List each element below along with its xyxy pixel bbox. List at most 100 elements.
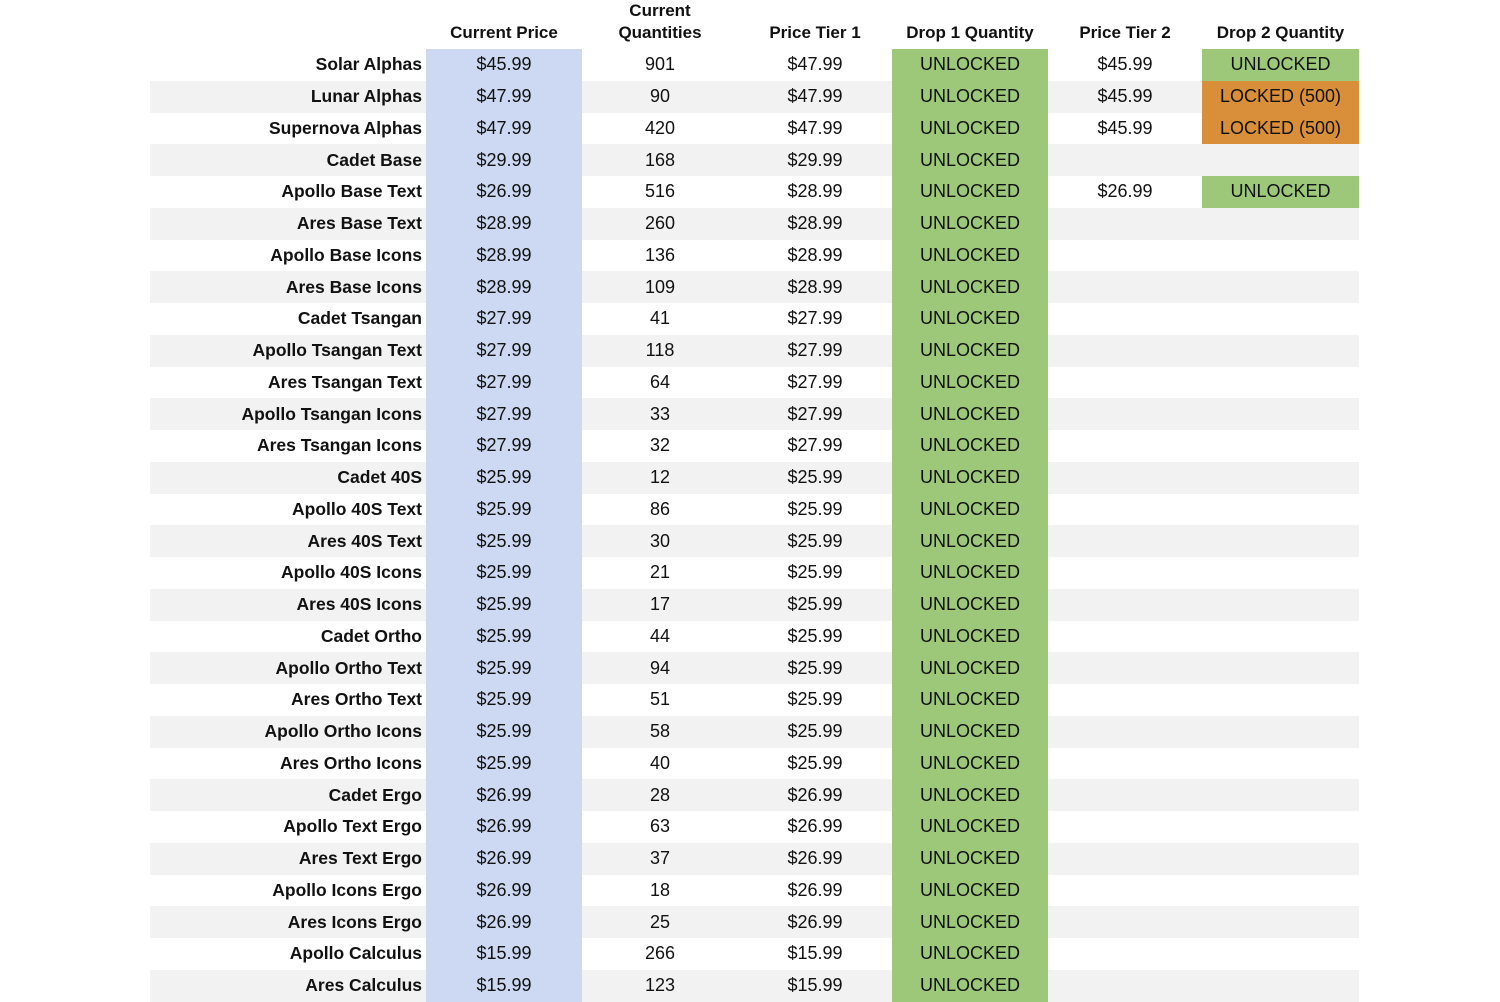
product-name-cell[interactable]: Apollo Tsangan Text xyxy=(252,340,423,361)
price-tier-1-cell[interactable]: $28.99 xyxy=(787,276,843,297)
price-tier-2-cell[interactable] xyxy=(1048,684,1202,716)
current-quantity-cell[interactable]: 17 xyxy=(649,594,671,615)
product-name-cell[interactable]: Apollo 40S Text xyxy=(292,498,422,519)
current-quantity-cell[interactable]: 28 xyxy=(649,784,671,805)
product-name-cell[interactable]: Apollo Ortho Text xyxy=(275,657,422,678)
drop-2-quantity-cell[interactable] xyxy=(1202,240,1359,272)
drop-2-quantity-cell[interactable] xyxy=(1202,430,1359,462)
price-tier-1-cell[interactable]: $27.99 xyxy=(787,340,843,361)
price-tier-1-cell[interactable]: $25.99 xyxy=(787,721,843,742)
current-quantity-cell[interactable]: 118 xyxy=(645,340,675,361)
product-name-cell[interactable]: Ares 40S Text xyxy=(307,530,422,551)
product-name-cell[interactable]: Ares Tsangan Icons xyxy=(256,435,422,456)
current-quantity-cell[interactable]: 18 xyxy=(649,879,671,900)
drop-1-quantity-cell[interactable]: UNLOCKED xyxy=(892,144,1048,176)
product-name-cell[interactable]: Apollo Text Ergo xyxy=(283,816,422,837)
current-price-cell[interactable]: $25.99 xyxy=(426,525,582,557)
drop-1-quantity-cell[interactable]: UNLOCKED xyxy=(892,684,1048,716)
product-name-cell[interactable]: Ares Ortho Icons xyxy=(280,752,422,773)
price-tier-1-cell[interactable]: $27.99 xyxy=(787,403,843,424)
drop-1-quantity-cell[interactable]: UNLOCKED xyxy=(892,525,1048,557)
current-price-cell[interactable]: $25.99 xyxy=(426,493,582,526)
drop-1-quantity-cell[interactable]: UNLOCKED xyxy=(892,842,1048,875)
price-tier-2-cell[interactable]: $45.99 xyxy=(1097,86,1153,107)
drop-2-quantity-cell[interactable] xyxy=(1202,811,1359,843)
drop-1-quantity-cell[interactable]: UNLOCKED xyxy=(892,715,1048,748)
drop-1-quantity-cell[interactable]: UNLOCKED xyxy=(892,906,1048,938)
current-quantity-cell[interactable]: 64 xyxy=(649,371,671,392)
drop-2-quantity-cell[interactable] xyxy=(1202,906,1359,938)
current-price-cell[interactable]: $28.99 xyxy=(426,271,582,303)
price-tier-1-cell[interactable]: $25.99 xyxy=(787,752,843,773)
drop-1-quantity-cell[interactable]: UNLOCKED xyxy=(892,557,1048,589)
header-drop-1-quantity[interactable]: Drop 1 Quantity xyxy=(892,0,1048,47)
drop-2-quantity-cell[interactable] xyxy=(1202,398,1359,430)
price-tier-1-cell[interactable]: $15.99 xyxy=(787,943,843,964)
drop-1-quantity-cell[interactable]: UNLOCKED xyxy=(892,207,1048,240)
drop-2-quantity-cell[interactable] xyxy=(1202,367,1359,399)
drop-1-quantity-cell[interactable]: UNLOCKED xyxy=(892,493,1048,526)
drop-1-quantity-cell[interactable]: UNLOCKED xyxy=(892,747,1048,780)
current-quantity-cell[interactable]: 266 xyxy=(644,943,676,964)
product-name-cell[interactable]: Apollo Base Icons xyxy=(270,244,422,265)
price-tier-2-cell[interactable] xyxy=(1048,398,1202,430)
drop-2-quantity-cell[interactable] xyxy=(1202,208,1359,240)
product-name-cell[interactable]: Ares Icons Ergo xyxy=(287,911,422,932)
drop-2-quantity-cell[interactable] xyxy=(1202,684,1359,716)
price-tier-1-cell[interactable]: $27.99 xyxy=(787,308,843,329)
current-quantity-cell[interactable]: 25 xyxy=(649,911,671,932)
price-tier-2-cell[interactable] xyxy=(1048,303,1202,335)
header-price-tier-2[interactable]: Price Tier 2 xyxy=(1048,0,1202,47)
price-tier-1-cell[interactable]: $27.99 xyxy=(787,371,843,392)
drop-2-quantity-cell[interactable] xyxy=(1202,462,1359,494)
price-tier-2-cell[interactable] xyxy=(1048,716,1202,748)
current-quantity-cell[interactable]: 41 xyxy=(649,308,671,329)
product-name-cell[interactable]: Apollo Icons Ergo xyxy=(272,879,422,900)
drop-1-quantity-cell[interactable]: UNLOCKED xyxy=(892,620,1048,653)
price-tier-1-cell[interactable]: $47.99 xyxy=(787,86,843,107)
price-tier-2-cell[interactable] xyxy=(1048,367,1202,399)
current-price-cell[interactable]: $25.99 xyxy=(426,588,582,621)
drop-1-quantity-cell[interactable]: UNLOCKED xyxy=(892,334,1048,367)
price-tier-1-cell[interactable]: $15.99 xyxy=(787,975,843,996)
drop-1-quantity-cell[interactable]: UNLOCKED xyxy=(892,398,1048,430)
product-name-cell[interactable]: Apollo 40S Icons xyxy=(281,562,422,583)
current-quantity-cell[interactable]: 40 xyxy=(649,752,671,773)
price-tier-2-cell[interactable] xyxy=(1048,144,1202,176)
drop-1-quantity-cell[interactable]: UNLOCKED xyxy=(892,80,1048,113)
drop-2-quantity-cell[interactable] xyxy=(1202,271,1359,303)
current-price-cell[interactable]: $27.99 xyxy=(426,398,582,430)
price-tier-1-cell[interactable]: $47.99 xyxy=(787,54,843,75)
price-tier-2-cell[interactable] xyxy=(1048,557,1202,589)
drop-1-quantity-cell[interactable]: UNLOCKED xyxy=(892,811,1048,843)
current-price-cell[interactable]: $29.99 xyxy=(426,144,582,176)
price-tier-1-cell[interactable]: $25.99 xyxy=(787,467,843,488)
price-tier-2-cell[interactable] xyxy=(1048,335,1202,367)
current-price-cell[interactable]: $25.99 xyxy=(426,684,582,716)
price-tier-2-cell[interactable] xyxy=(1048,748,1202,780)
current-price-cell[interactable]: $28.99 xyxy=(426,239,582,272)
price-tier-2-cell[interactable] xyxy=(1048,779,1202,811)
drop-2-quantity-cell[interactable] xyxy=(1202,621,1359,653)
price-tier-1-cell[interactable]: $26.99 xyxy=(787,848,843,869)
product-name-cell[interactable]: Ares Text Ergo xyxy=(298,848,422,869)
price-tier-2-cell[interactable] xyxy=(1048,875,1202,907)
current-price-cell[interactable]: $25.99 xyxy=(426,747,582,780)
current-quantity-cell[interactable]: 420 xyxy=(644,117,676,138)
price-tier-2-cell[interactable]: $45.99 xyxy=(1097,54,1153,75)
drop-1-quantity-cell[interactable]: UNLOCKED xyxy=(892,303,1048,335)
drop-1-quantity-cell[interactable]: UNLOCKED xyxy=(892,49,1048,81)
drop-1-quantity-cell[interactable]: UNLOCKED xyxy=(892,239,1048,272)
price-tier-1-cell[interactable]: $26.99 xyxy=(787,911,843,932)
current-quantity-cell[interactable]: 32 xyxy=(649,435,671,456)
price-tier-1-cell[interactable]: $26.99 xyxy=(787,784,843,805)
current-quantity-cell[interactable]: 63 xyxy=(649,816,671,837)
header-drop-2-quantity[interactable]: Drop 2 Quantity xyxy=(1202,0,1359,47)
drop-2-quantity-cell[interactable] xyxy=(1202,557,1359,589)
drop-2-quantity-cell[interactable] xyxy=(1202,716,1359,748)
current-price-cell[interactable]: $27.99 xyxy=(426,366,582,399)
current-quantity-cell[interactable]: 94 xyxy=(649,657,671,678)
drop-2-quantity-cell[interactable]: LOCKED (500) xyxy=(1202,80,1359,113)
product-name-cell[interactable]: Apollo Tsangan Icons xyxy=(241,403,422,424)
current-price-cell[interactable]: $15.99 xyxy=(426,969,582,1002)
